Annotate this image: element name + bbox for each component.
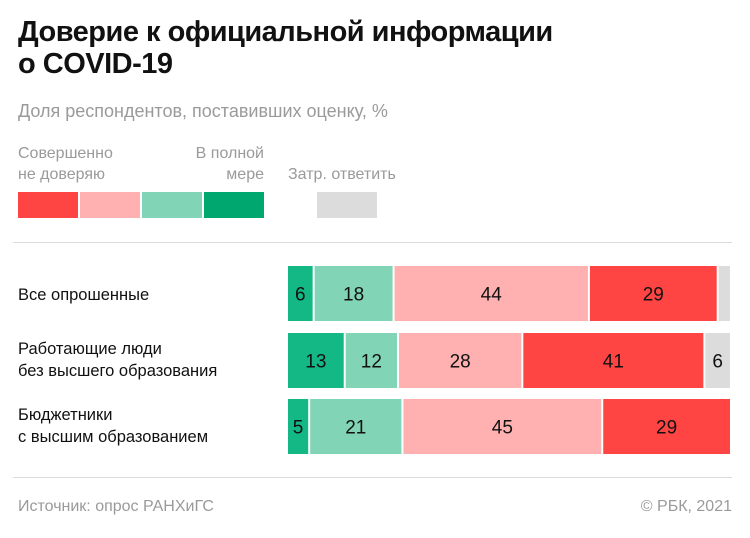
row-label-2-line-1: Бюджетники [18,406,113,424]
legend-swatch-distrust-fully [18,192,78,218]
bar-label-r2-s0: 5 [293,418,304,439]
bottom-divider [13,477,732,478]
legend-na-label: Затр. ответить [288,166,396,183]
legend-left-line-1: Совершенно [18,145,113,162]
bar-label-r2-s2: 45 [492,418,513,439]
legend-left-line-2: не доверяю [18,166,106,183]
legend-swatch-distrust-somewhat [80,192,140,218]
bar-segment-r0-s1 [314,266,393,321]
legend-swatch-no-answer [317,192,377,218]
bar-segment-r0-s0 [288,266,313,321]
legend-right-line-2: мере [226,166,264,183]
row-label-1: Работающие люди без высшего образования [18,338,217,382]
bar-segment-r0-s4 [718,266,730,321]
bar-segment-r2-s0 [288,399,309,454]
bar-segment-r2-s2 [403,399,602,454]
bar-label-r1-s4: 6 [712,352,723,373]
row-label-2-line-2: с высшим образованием [18,428,209,446]
row-label-2: Бюджетники с высшим образованием [18,404,208,448]
row-label-0: Все опрошенные [18,284,149,306]
copyright: © РБК, 2021 [640,498,732,515]
bar-segment-r1-s0 [288,333,344,388]
bar-segment-r1-s2 [399,333,522,388]
legend-left-label: Совершенно не доверяю [18,143,113,185]
bar-segment-r2-s3 [603,399,730,454]
bar-segment-r0-s3 [589,266,717,321]
bar-label-r2-s3: 29 [656,418,677,439]
legend-right-line-1: В полной [195,145,264,162]
title-line-2: о COVID-19 [18,48,173,80]
bar-segment-r1-s4 [705,333,730,388]
chart-title: Доверие к официальной информации о COVID… [18,16,658,80]
row-label-1-line-1: Работающие люди [18,340,162,358]
bar-segment-r1-s3 [523,333,704,388]
bar-label-r1-s2: 28 [450,352,471,373]
bar-label-r2-s1: 21 [345,418,366,439]
source-note: Источник: опрос РАНХиГС [18,498,214,515]
legend-swatch-trust-fully [204,192,264,218]
bar-label-r0-s0: 6 [295,285,306,306]
bar-label-r1-s3: 41 [603,352,624,373]
bar-label-r0-s1: 18 [343,285,364,306]
row-label-1-line-2: без высшего образования [18,362,218,380]
bar-segment-r1-s1 [345,333,397,388]
bar-label-r1-s1: 12 [361,352,382,373]
bar-label-r0-s2: 44 [481,285,503,306]
top-divider [13,242,732,243]
row-label-0-line-1: Все опрошенные [18,286,150,304]
bar-segment-r0-s2 [394,266,588,321]
chart-subtitle: Доля респондентов, поставивших оценку, % [18,101,388,121]
bar-segment-r2-s1 [310,399,402,454]
legend-swatch-trust-somewhat [142,192,202,218]
bar-label-r1-s0: 13 [305,352,326,373]
title-line-1: Доверие к официальной информации [18,16,553,48]
legend-right-label: В полной мере [160,143,264,185]
bar-label-r0-s3: 29 [643,285,664,306]
